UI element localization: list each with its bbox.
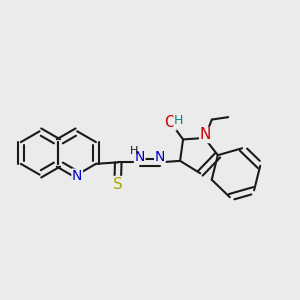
Text: H: H xyxy=(130,146,139,156)
Text: N: N xyxy=(72,169,83,183)
Text: N: N xyxy=(200,128,211,142)
Text: N: N xyxy=(155,150,165,164)
Text: O: O xyxy=(164,115,176,130)
Text: N: N xyxy=(134,150,145,164)
Text: H: H xyxy=(174,114,183,127)
Text: S: S xyxy=(113,176,122,191)
